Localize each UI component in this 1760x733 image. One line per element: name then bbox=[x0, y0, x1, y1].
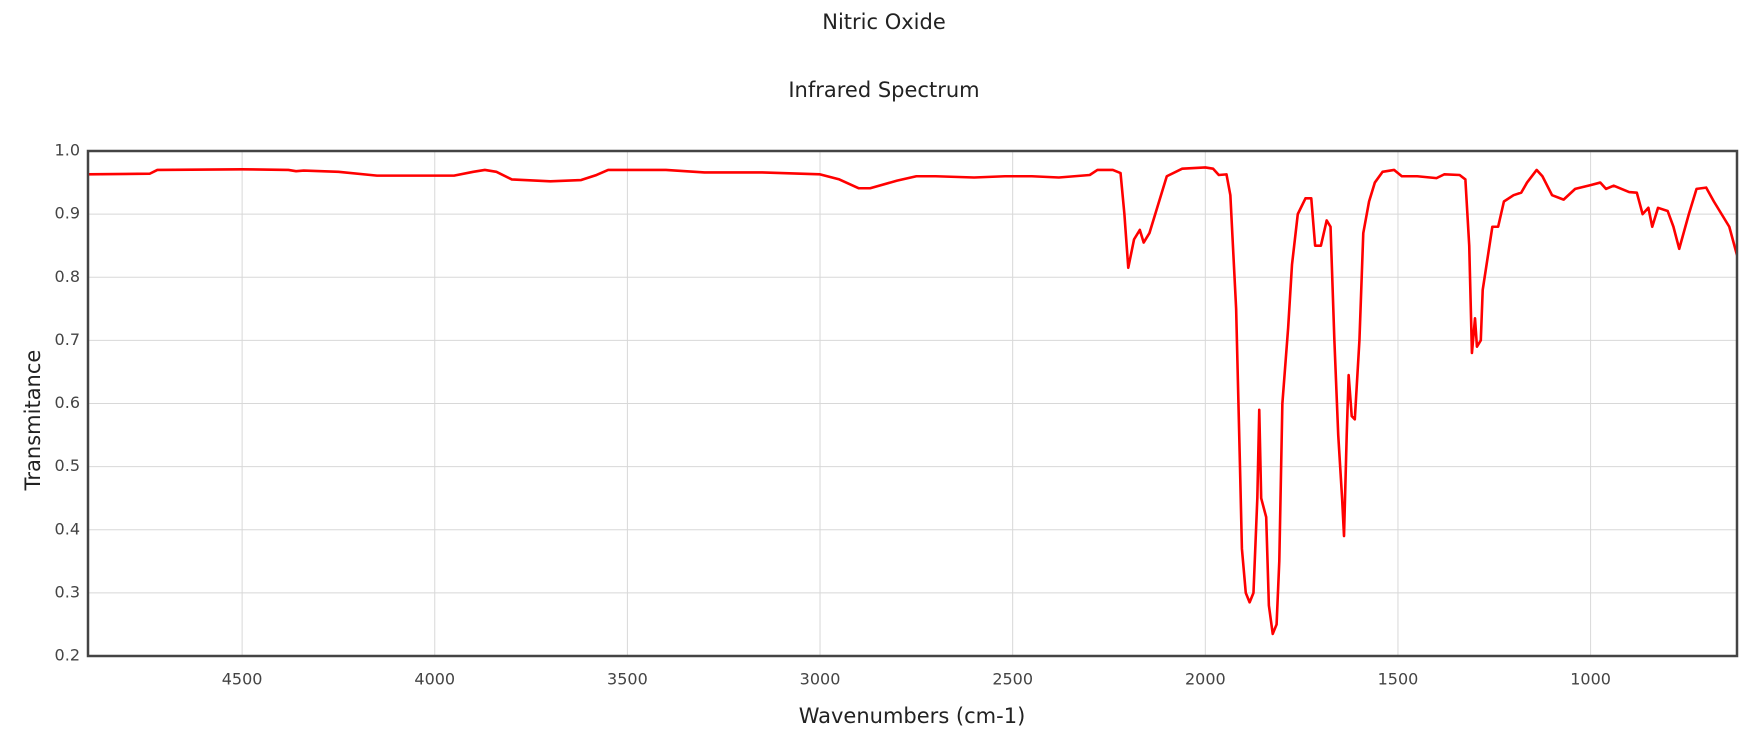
y-tick-label: 0.6 bbox=[55, 393, 80, 412]
x-axis-title: Wavenumbers (cm-1) bbox=[799, 704, 1026, 728]
x-tick-label: 3500 bbox=[607, 670, 648, 689]
y-tick-label: 0.9 bbox=[55, 204, 80, 223]
y-tick-label: 0.7 bbox=[55, 330, 80, 349]
y-tick-label: 0.8 bbox=[55, 267, 80, 286]
y-tick-label: 1.0 bbox=[55, 141, 80, 160]
chart-title: Nitric Oxide bbox=[822, 10, 946, 34]
y-tick-label: 0.2 bbox=[55, 646, 80, 665]
y-tick-label: 0.3 bbox=[55, 582, 80, 601]
chart-subtitle: Infrared Spectrum bbox=[788, 78, 979, 102]
x-tick-label: 1500 bbox=[1378, 670, 1419, 689]
x-tick-label: 2500 bbox=[992, 670, 1033, 689]
x-tick-label: 1000 bbox=[1570, 670, 1611, 689]
y-tick-label: 0.4 bbox=[55, 519, 80, 538]
x-tick-label: 4000 bbox=[414, 670, 455, 689]
x-tick-label: 4500 bbox=[222, 670, 263, 689]
y-axis-title: Transmitance bbox=[21, 350, 45, 492]
plot-frame bbox=[86, 149, 1739, 658]
x-tick-label: 2000 bbox=[1185, 670, 1226, 689]
spectrum-line bbox=[88, 166, 1737, 636]
y-tick-label: 0.5 bbox=[55, 456, 80, 475]
x-tick-label: 3000 bbox=[800, 670, 841, 689]
